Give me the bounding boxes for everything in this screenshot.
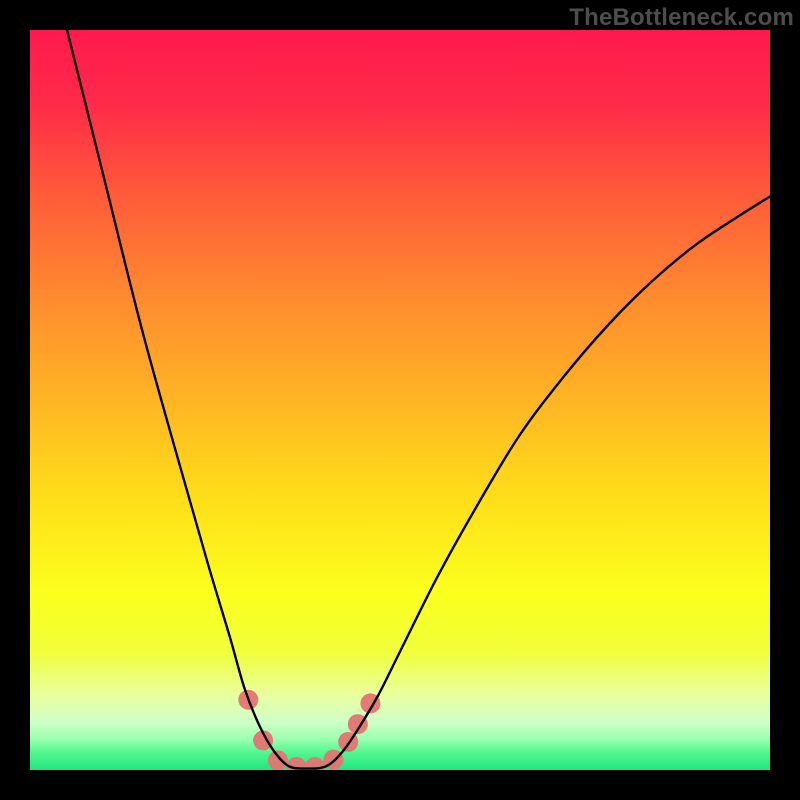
- chart-svg: [0, 0, 800, 800]
- chart-container: { "canvas": { "width": 800, "height": 80…: [0, 0, 800, 800]
- watermark-text: TheBottleneck.com: [569, 4, 794, 32]
- curve-marker: [268, 750, 288, 770]
- gradient-background: [30, 30, 770, 770]
